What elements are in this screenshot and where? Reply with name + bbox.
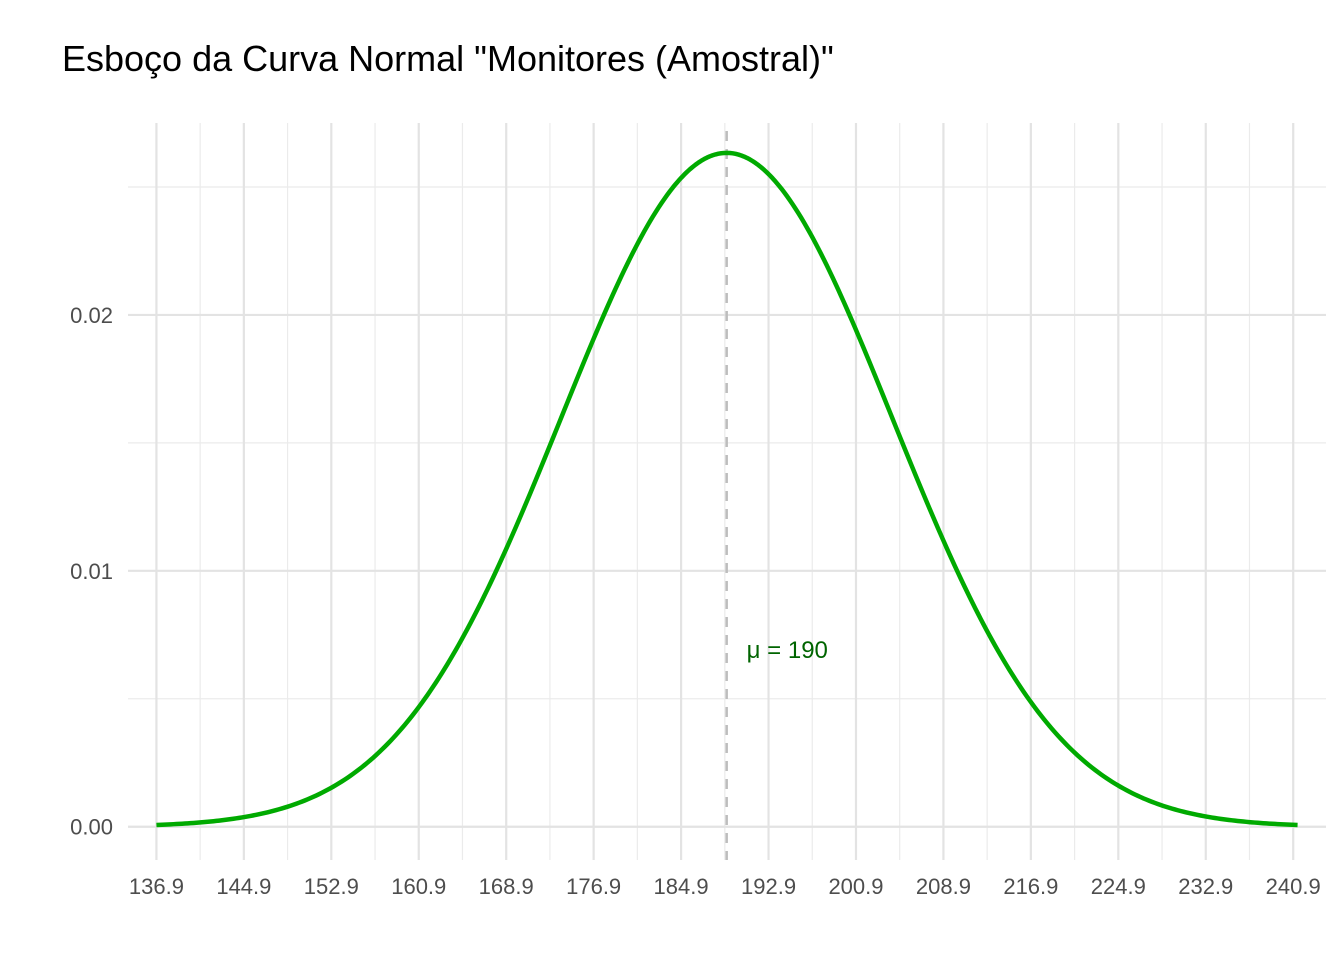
normal-density-curve <box>156 150 1298 828</box>
y-tick-label: 0.00 <box>70 815 113 840</box>
x-tick-label: 232.9 <box>1178 874 1233 899</box>
x-tick-label: 176.9 <box>566 874 621 899</box>
x-tick-label: 184.9 <box>654 874 709 899</box>
x-tick-label: 208.9 <box>916 874 971 899</box>
x-tick-label: 152.9 <box>304 874 359 899</box>
y-tick-label: 0.02 <box>70 303 113 328</box>
x-tick-label: 168.9 <box>479 874 534 899</box>
x-tick-label: 224.9 <box>1091 874 1146 899</box>
y-tick-label: 0.01 <box>70 559 113 584</box>
x-tick-label: 240.9 <box>1266 874 1321 899</box>
y-axis-tick-labels: 0.00 0.01 0.02 <box>70 303 113 840</box>
x-axis-tick-labels: 136.9 144.9 152.9 160.9 168.9 176.9 184.9 192.9… <box>129 874 1321 899</box>
major-gridlines <box>128 123 1326 860</box>
x-tick-label: 136.9 <box>129 874 184 899</box>
x-tick-label: 144.9 <box>216 874 271 899</box>
x-tick-label: 160.9 <box>391 874 446 899</box>
mean-annotation: μ = 190 <box>747 637 828 664</box>
x-tick-label: 216.9 <box>1003 874 1058 899</box>
x-tick-label: 192.9 <box>741 874 796 899</box>
chart-title: Esboço da Curva Normal "Monitores (Amost… <box>62 38 834 79</box>
x-tick-label: 200.9 <box>828 874 883 899</box>
